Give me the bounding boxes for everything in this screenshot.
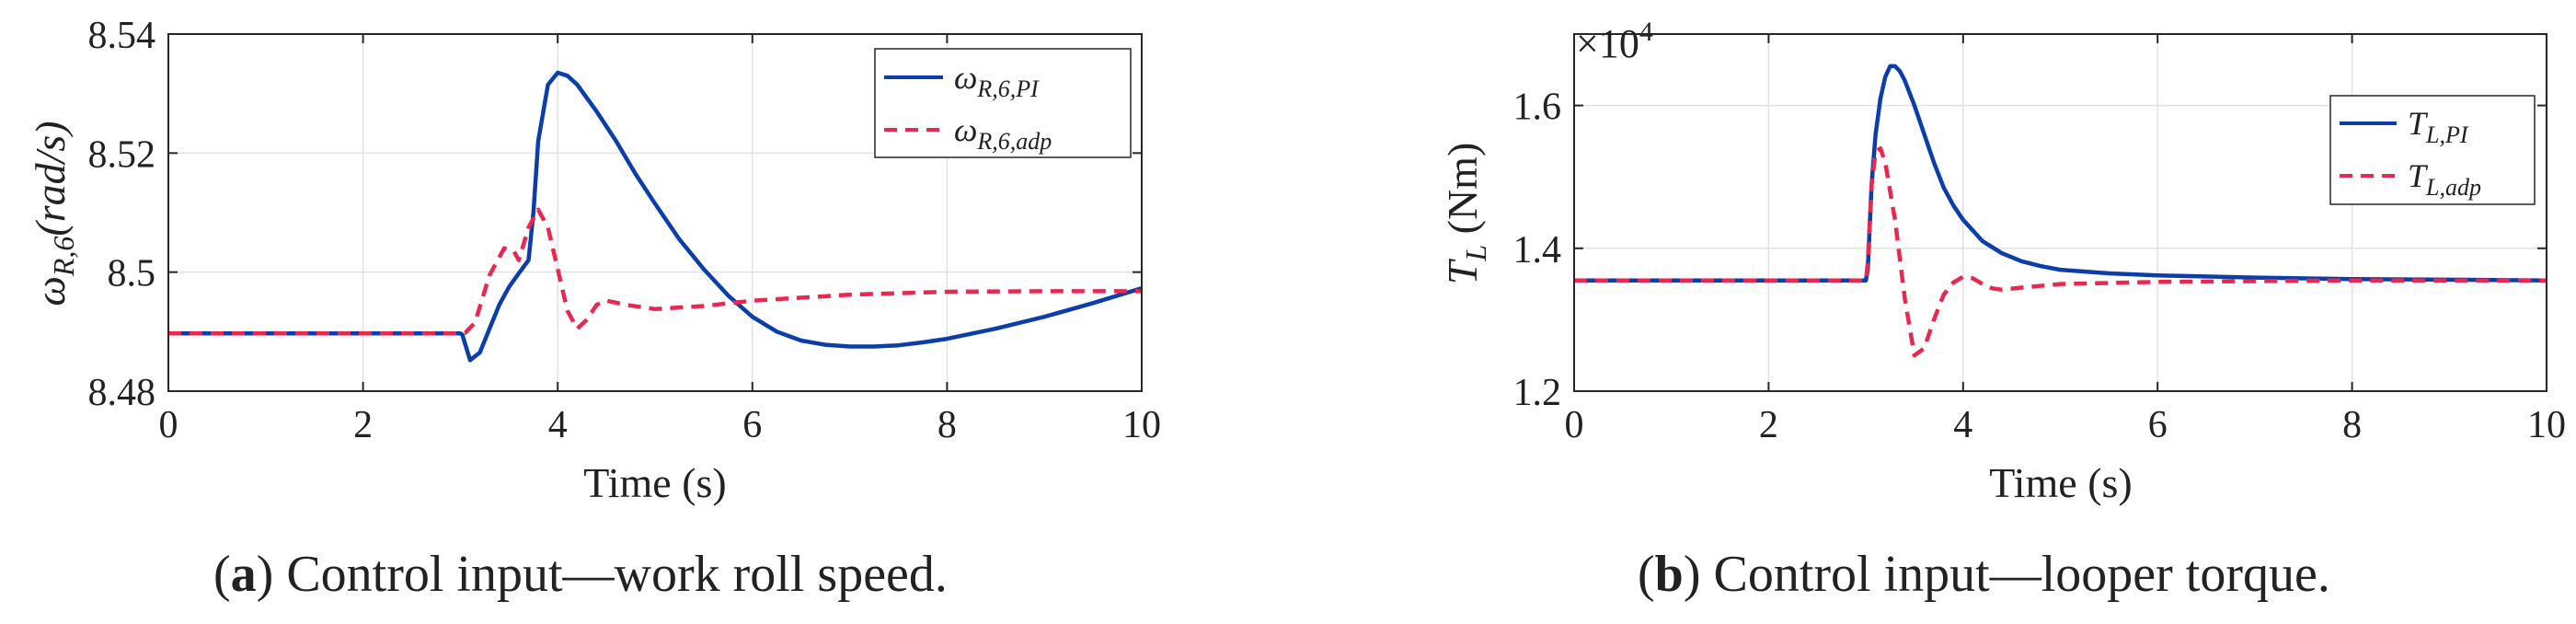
panel-label-b: b	[1654, 546, 1684, 603]
x-tick-label: 0	[1565, 404, 1584, 446]
caption-text-b: Control input—looper torque.	[1713, 546, 2330, 603]
x-tick-label: 4	[1953, 404, 1972, 446]
x-tick-label: 8	[937, 404, 957, 446]
plot-frame-b	[1573, 33, 2547, 392]
series-line-adp-a	[168, 207, 1142, 336]
series-b	[1574, 64, 2547, 358]
legend-a: ωR,6,PI ωR,6,adp	[874, 48, 1132, 158]
ticks-b: 0 2 4 6 8 10 1.2 1.4 1.6	[1513, 34, 2566, 446]
y-tick-label: 1.6	[1513, 87, 1562, 129]
legend-b: TL,PI TL,adp	[2329, 95, 2536, 205]
x-tick-label: 0	[159, 404, 178, 446]
x-axis-label-a: Time (s)	[583, 459, 727, 506]
y-tick-label: 1.4	[1513, 229, 1562, 272]
grid-b	[1573, 34, 2547, 392]
legend-label-adp-b: TL,adp	[2408, 157, 2481, 201]
chart-panel-b: 0 2 4 6 8 10 1.2 1.4 1.6 ×104 TL (Nm) Time (s) T…	[1439, 17, 2566, 506]
panel-label-a: a	[230, 546, 257, 603]
x-tick-label: 4	[548, 404, 568, 446]
x-axis-label-b: Time (s)	[1989, 459, 2133, 506]
legend-label-pi-b: TL,PI	[2408, 105, 2469, 148]
ticks-a: 0 2 4 6 8 10 8.48 8.5 8.52 8.54	[88, 15, 1162, 446]
chart-panel-a: 0 2 4 6 8 10 8.48 8.5 8.52 8.54 ωR,6(rad/s) Time …	[27, 15, 1161, 506]
caption-text-a: Control input—work roll speed.	[286, 546, 948, 603]
x-tick-label: 8	[2342, 404, 2362, 446]
series-line-pi-b	[1574, 64, 2547, 283]
plot-frame-a	[167, 33, 1143, 392]
x-tick-label: 6	[742, 404, 762, 446]
x-tick-label: 6	[2148, 404, 2168, 446]
y-tick-label: 8.48	[88, 372, 156, 414]
y-axis-multiplier-b: ×104	[1576, 17, 1653, 66]
caption-a: (a) Control input—work roll speed.	[213, 546, 948, 603]
x-tick-label: 2	[353, 404, 373, 446]
y-axis-label-a: ωR,6(rad/s)	[27, 121, 80, 306]
x-tick-label: 10	[2527, 404, 2566, 446]
legend-label-pi-a: ωR,6,PI	[954, 59, 1040, 102]
y-tick-label: 8.5	[108, 253, 156, 295]
caption-b: (b) Control input—looper torque.	[1638, 546, 2330, 603]
series-line-pi-a	[168, 70, 1142, 363]
series-a	[168, 70, 1142, 363]
y-tick-label: 8.54	[88, 15, 156, 57]
y-axis-label-b: TL (Nm)	[1439, 143, 1492, 285]
legend-label-adp-a: ωR,6,adp	[954, 111, 1052, 155]
y-tick-label: 1.2	[1513, 372, 1562, 414]
series-line-adp-b	[1574, 145, 2547, 358]
y-tick-label: 8.52	[88, 133, 156, 176]
x-tick-label: 10	[1122, 404, 1161, 446]
x-tick-label: 2	[1759, 404, 1778, 446]
